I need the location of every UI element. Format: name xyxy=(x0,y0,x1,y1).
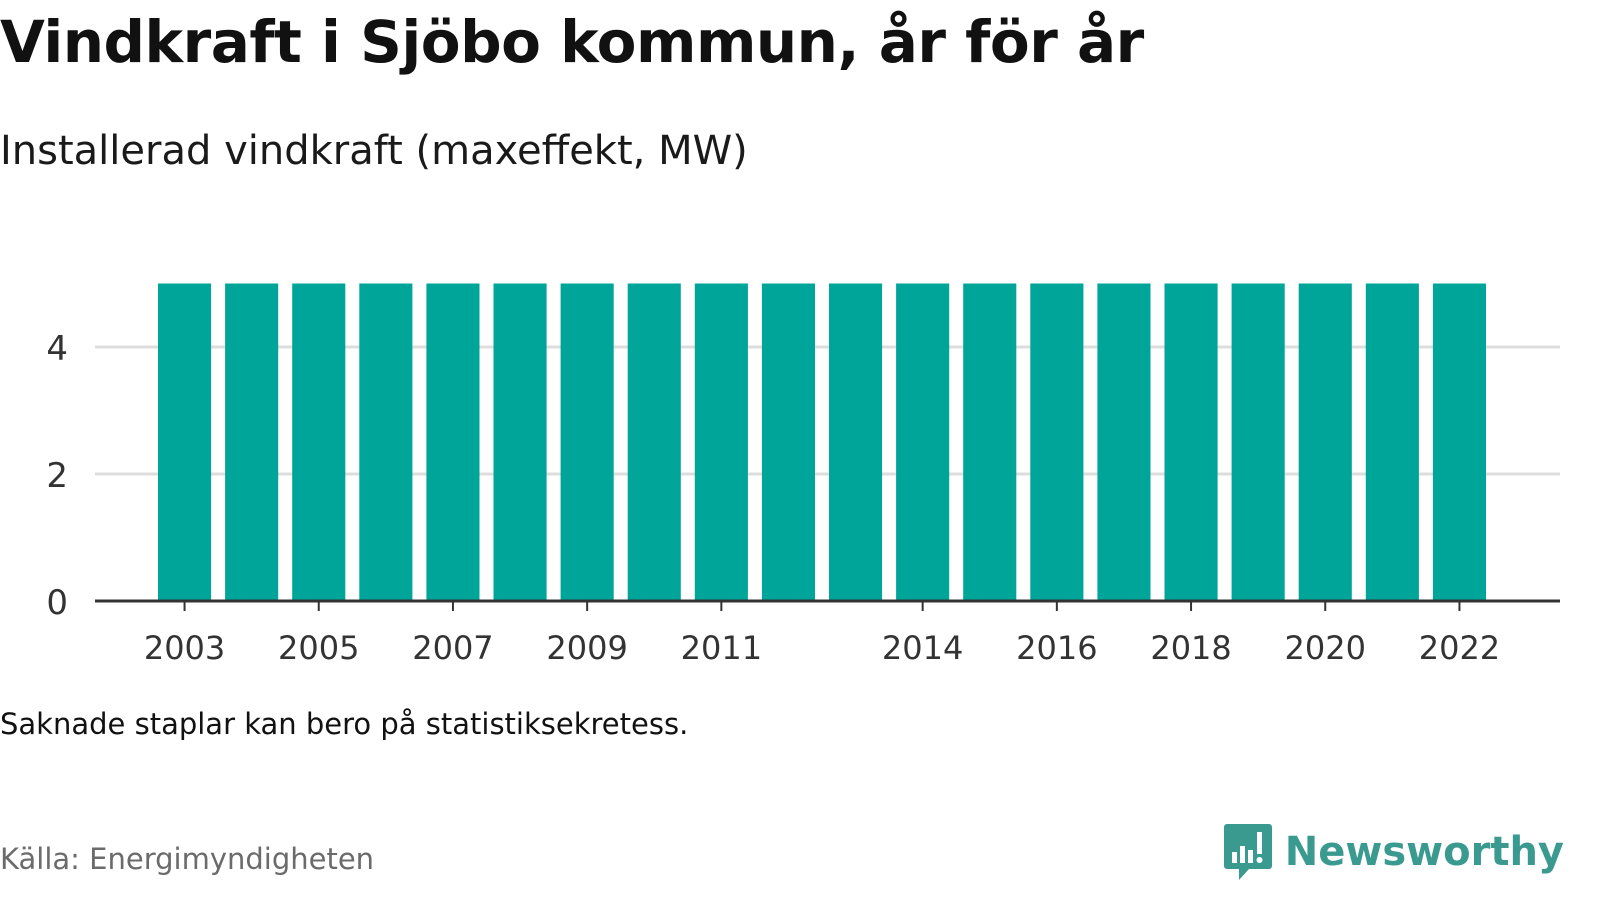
bar-2009 xyxy=(561,284,614,602)
bar-2003 xyxy=(158,284,211,602)
bar-2018 xyxy=(1165,284,1218,602)
bar-2011 xyxy=(695,284,748,602)
bar-2019 xyxy=(1232,284,1285,602)
x-tick-label: 2011 xyxy=(681,629,762,667)
bar-2020 xyxy=(1299,284,1352,602)
bar-2013 xyxy=(829,284,882,602)
bar-2004 xyxy=(225,284,278,602)
bars xyxy=(158,284,1486,602)
chart-subtitle: Installerad vindkraft (maxeffekt, MW) xyxy=(0,128,748,174)
bar-2006 xyxy=(359,284,412,602)
x-tick-label: 2018 xyxy=(1150,629,1231,667)
x-axis xyxy=(95,601,1560,611)
x-tick-label: 2003 xyxy=(144,629,225,667)
x-tick-label: 2009 xyxy=(546,629,627,667)
y-axis-labels: 0 2 4 xyxy=(46,329,68,623)
bar-2015 xyxy=(963,284,1016,602)
x-tick-label: 2022 xyxy=(1419,629,1500,667)
bar-2022 xyxy=(1433,284,1486,602)
source-credit: Källa: Energimyndigheten xyxy=(0,842,374,876)
chart-note: Saknade staplar kan bero på statistiksek… xyxy=(0,707,688,741)
bar-2017 xyxy=(1097,284,1150,602)
bar-2008 xyxy=(494,284,547,602)
bar-2010 xyxy=(628,284,681,602)
bar-2007 xyxy=(426,284,479,602)
bar-2012 xyxy=(762,284,815,602)
bar-2021 xyxy=(1366,284,1419,602)
x-tick-label: 2020 xyxy=(1285,629,1366,667)
x-tick-label: 2014 xyxy=(882,629,963,667)
bar-2016 xyxy=(1030,284,1083,602)
x-axis-labels: 2003 2005 2007 2009 2011 2014 2016 2018 2020 2022 xyxy=(144,629,1500,667)
chart-speech-bubble-icon xyxy=(1223,822,1273,882)
bar-2005 xyxy=(292,284,345,602)
brand-logo: Newsworthy xyxy=(1223,822,1564,882)
x-tick-label: 2007 xyxy=(412,629,493,667)
x-tick-label: 2016 xyxy=(1016,629,1097,667)
y-tick-label: 2 xyxy=(46,456,68,496)
bar-chart: 0 2 4 2003 2005 2007 2009 2011 2014 2016 2018 2020… xyxy=(0,250,1600,670)
brand-name: Newsworthy xyxy=(1285,829,1564,875)
x-tick-label: 2005 xyxy=(278,629,359,667)
bar-2014 xyxy=(896,284,949,602)
y-tick-label: 4 xyxy=(46,329,68,369)
y-tick-label: 0 xyxy=(46,583,68,623)
chart-title: Vindkraft i Sjöbo kommun, år för år xyxy=(0,8,1144,76)
